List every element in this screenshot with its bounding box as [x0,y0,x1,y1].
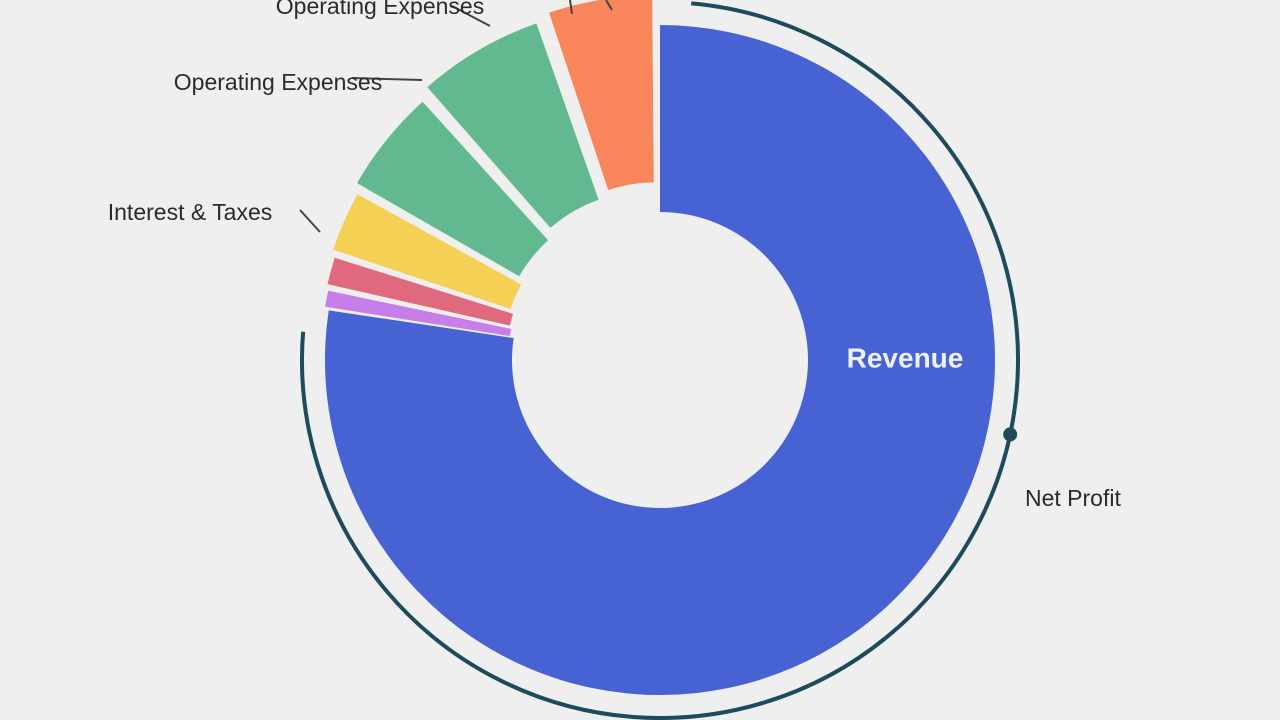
net-profit-marker [1003,427,1018,442]
pie-slice-5-operating-expenses [427,23,599,228]
pie-slice-2-unlabeled [327,257,514,326]
pie-slice-1-unlabeled [325,290,512,337]
annotation-net-profit: Net Profit [1025,485,1121,511]
leader-operating-expenses-2 [351,77,423,81]
slice-label-operating-expenses-1: Operating Expenses [276,0,484,19]
slice-label-revenue: Revenue [847,342,964,373]
pie-slices [324,0,996,695]
slice-label-interest-taxes: Interest & Taxes [108,199,273,225]
pie-slice-6-interest-taxes [549,0,654,191]
slice-label-operating-expenses-2: Operating Expenses [174,69,382,95]
pie-slice-0-revenue [324,25,996,695]
pie-slice-3-unlabeled [333,194,522,310]
outer-ring [300,1,1020,720]
leader-small-slice-a [569,0,573,15]
leader-interest-taxes [299,209,321,233]
leader-lines [299,0,613,233]
leader-small-slice-b [605,0,613,11]
leader-operating-expenses-1 [451,5,491,27]
pie-slice-4-operating-expenses [357,101,549,277]
